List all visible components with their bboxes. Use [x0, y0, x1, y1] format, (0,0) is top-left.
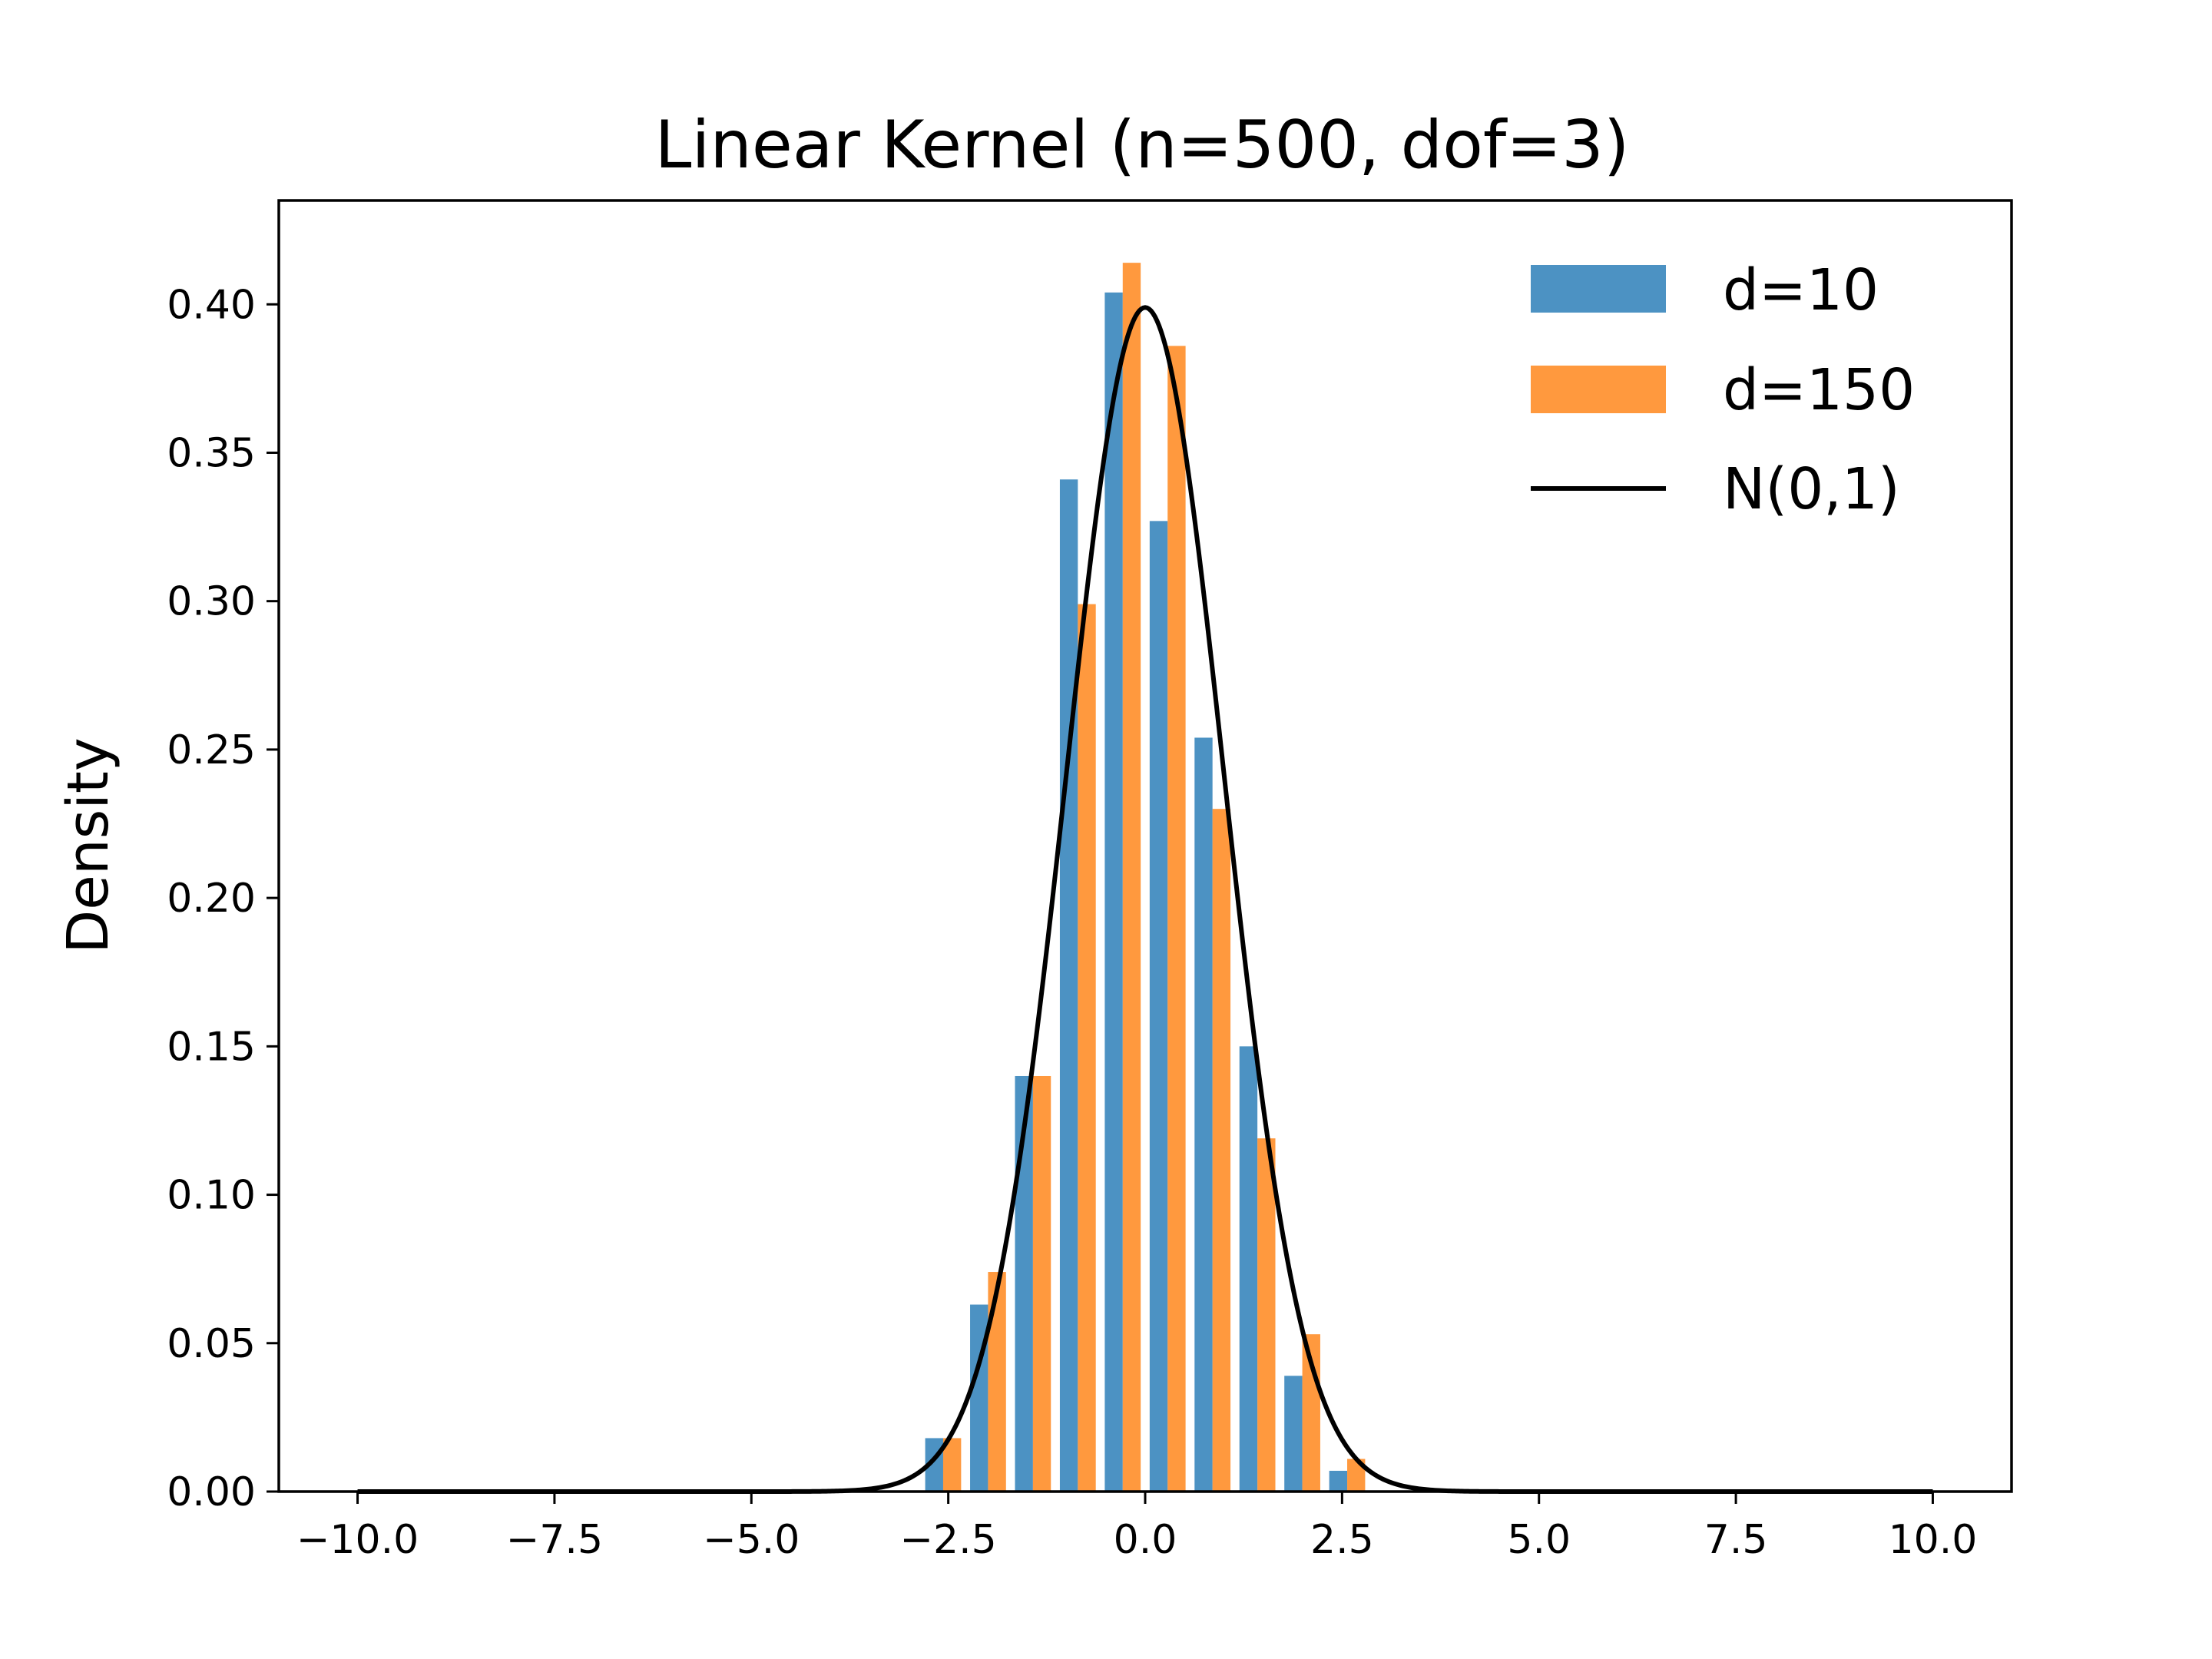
legend: d=10 d=150 N(0,1): [1531, 257, 1915, 522]
bar-d150-4: [1122, 263, 1141, 1492]
y-tick-label: 0.10: [167, 1173, 256, 1219]
bar-d10-9: [1329, 1470, 1348, 1492]
legend-label-d150: d=150: [1723, 357, 1915, 423]
x-tick-label: 7.5: [1704, 1517, 1768, 1563]
x-tick-label: 2.5: [1310, 1517, 1374, 1563]
chart-title: Linear Kernel (n=500, dof=3): [655, 107, 1630, 184]
y-axis-label: Density: [55, 737, 121, 953]
x-axis: −10.0 −7.5 −5.0 −2.5 0.0 2.5 5.0 7.5 10.0: [296, 1492, 1977, 1563]
x-tick-label: −10.0: [296, 1517, 419, 1563]
bar-d150-9: [1347, 1459, 1366, 1492]
legend-swatch-d150: [1531, 366, 1666, 413]
y-tick-label: 0.30: [167, 579, 256, 625]
y-tick-label: 0.35: [167, 430, 256, 476]
bar-d10-3: [1059, 479, 1078, 1492]
bar-d150-3: [1078, 604, 1096, 1492]
bar-d150-5: [1167, 346, 1186, 1492]
legend-swatch-d10: [1531, 265, 1666, 313]
bar-d150-0: [942, 1438, 962, 1492]
bar-d150-7: [1257, 1138, 1276, 1492]
bar-d10-5: [1149, 521, 1168, 1492]
bar-d10-4: [1104, 292, 1123, 1492]
y-axis: 0.00 0.05 0.10 0.15 0.20 0.25 0.30 0.35 0.40: [167, 282, 279, 1515]
x-tick-label: 10.0: [1889, 1517, 1978, 1563]
y-tick-label: 0.05: [167, 1321, 256, 1367]
x-tick-label: −5.0: [703, 1517, 800, 1563]
bar-d10-7: [1239, 1046, 1258, 1492]
y-tick-label: 0.00: [167, 1469, 256, 1515]
bar-d10-8: [1284, 1376, 1303, 1492]
y-tick-label: 0.40: [167, 282, 256, 328]
bar-d150-2: [1032, 1075, 1051, 1492]
bar-d10-6: [1194, 737, 1213, 1492]
bars-layer: [925, 263, 1366, 1492]
x-tick-label: −2.5: [899, 1517, 996, 1563]
legend-label-d10: d=10: [1723, 257, 1879, 323]
plot-area: [277, 199, 2013, 1494]
y-tick-label: 0.20: [167, 876, 256, 922]
x-tick-label: 5.0: [1507, 1517, 1571, 1563]
x-tick-label: −7.5: [506, 1517, 603, 1563]
bar-d10-2: [1015, 1075, 1033, 1492]
legend-label-normal: N(0,1): [1723, 456, 1900, 522]
y-tick-label: 0.25: [167, 727, 256, 773]
bar-d150-1: [988, 1272, 1006, 1492]
x-tick-label: 0.0: [1114, 1517, 1177, 1563]
y-tick-label: 0.15: [167, 1024, 256, 1070]
bar-d150-6: [1212, 809, 1231, 1492]
